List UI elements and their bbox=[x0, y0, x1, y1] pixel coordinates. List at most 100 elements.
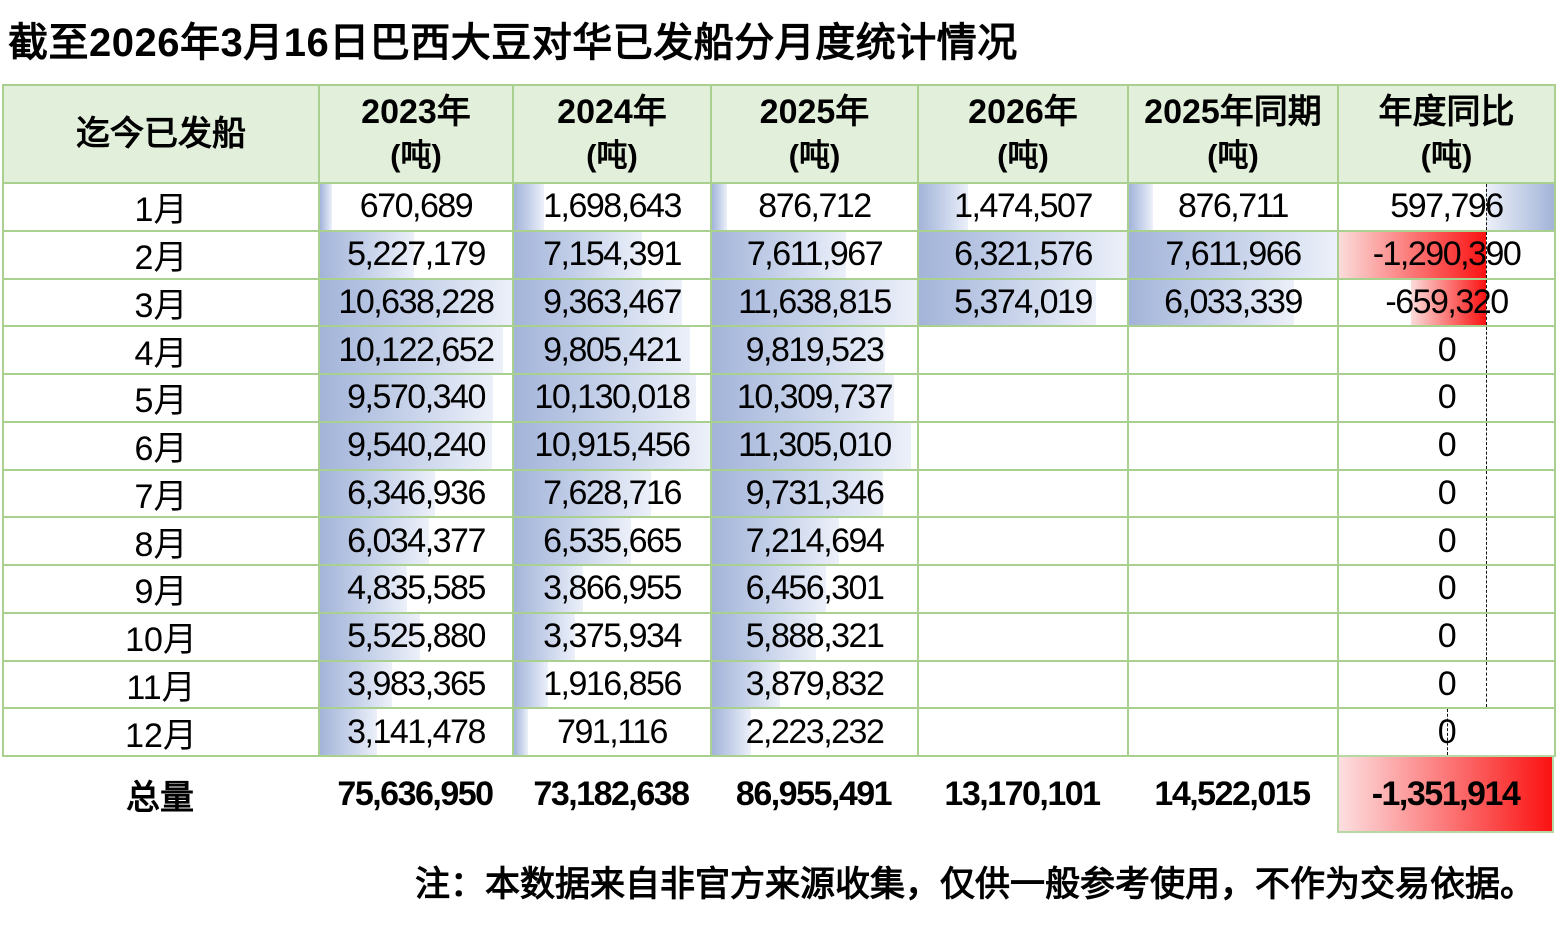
value-cell: 9,819,523 bbox=[712, 327, 919, 375]
value-cell: 6,346,936 bbox=[320, 470, 514, 519]
yoy-axis-line bbox=[1485, 518, 1487, 564]
data-bar bbox=[712, 566, 826, 612]
month-cell: 5月 bbox=[4, 375, 320, 423]
value-cell: 6,034,377 bbox=[320, 518, 514, 566]
value-cell: 670,689 bbox=[320, 184, 514, 232]
data-bar bbox=[712, 279, 917, 326]
yoy-axis-line bbox=[1485, 470, 1487, 517]
data-bar bbox=[514, 327, 691, 373]
value-cell: 1,698,643 bbox=[514, 184, 712, 232]
value-cell: 1,474,507 bbox=[919, 184, 1129, 232]
data-bar bbox=[1129, 279, 1294, 326]
value-cell: 6,456,301 bbox=[712, 566, 919, 614]
footnote: 注：本数据来自非官方来源收集，仅供一般参考使用，不作为交易依据。 bbox=[414, 865, 1535, 904]
value-cell: 6,535,665 bbox=[514, 518, 712, 566]
data-bar bbox=[712, 470, 884, 517]
month-cell: 6月 bbox=[4, 422, 320, 471]
data-bar bbox=[320, 422, 493, 469]
value-cell: 4,835,585 bbox=[320, 566, 514, 614]
yoy-cell: -1,290,390 bbox=[1339, 231, 1556, 280]
value-cell: 791,116 bbox=[514, 709, 712, 757]
value-cell: 876,711 bbox=[1129, 184, 1339, 232]
month-cell: 11月 bbox=[4, 661, 320, 710]
value-cell bbox=[919, 375, 1129, 423]
total-value-cell: 75,636,950 bbox=[337, 774, 494, 813]
data-bar bbox=[712, 231, 847, 278]
data-bar bbox=[712, 709, 752, 755]
data-bar bbox=[320, 184, 333, 230]
value-cell: 11,305,010 bbox=[712, 422, 919, 471]
value-cell: 3,866,955 bbox=[514, 566, 712, 614]
value-cell bbox=[919, 518, 1129, 566]
data-bar bbox=[514, 422, 710, 469]
month-cell: 12月 bbox=[4, 709, 320, 757]
data-bar bbox=[712, 613, 816, 660]
page-title: 截至2026年3月16日巴西大豆对华已发船分月度统计情况 bbox=[8, 21, 1018, 65]
value-cell: 5,374,019 bbox=[919, 279, 1129, 328]
value-cell: 3,983,365 bbox=[320, 661, 514, 710]
value-cell: 10,122,652 bbox=[320, 327, 514, 375]
yoy-cell: 0 bbox=[1339, 422, 1556, 471]
month-header-cell: 迄今已发船 bbox=[4, 86, 320, 184]
month-cell: 8月 bbox=[4, 518, 320, 566]
value-cell: 7,214,694 bbox=[712, 518, 919, 566]
data-bar bbox=[1129, 184, 1153, 230]
month-cell: 1月 bbox=[4, 184, 320, 232]
total-value-cell: 13,170,101 bbox=[944, 774, 1101, 813]
data-bar bbox=[514, 231, 643, 278]
value-cell: 5,525,880 bbox=[320, 613, 514, 662]
value-cell: 3,141,478 bbox=[320, 709, 514, 757]
value-cell: 3,375,934 bbox=[514, 613, 712, 662]
yoy-axis-line bbox=[1485, 613, 1487, 660]
month-cell: 7月 bbox=[4, 470, 320, 519]
yoy-axis-line bbox=[1485, 279, 1487, 326]
data-bar bbox=[514, 470, 651, 517]
data-bar bbox=[712, 422, 912, 469]
data-bar bbox=[919, 231, 1127, 278]
yoy-axis-line bbox=[1485, 375, 1487, 421]
total-value-cell: 73,182,638 bbox=[533, 774, 690, 813]
yoy-axis-line bbox=[1446, 709, 1448, 755]
data-bar bbox=[320, 566, 408, 612]
data-bar bbox=[320, 709, 377, 755]
yoy-axis-line bbox=[1485, 661, 1487, 708]
yoy-cell: 0 bbox=[1339, 375, 1556, 423]
data-bar bbox=[320, 470, 435, 517]
data-bar bbox=[514, 184, 545, 230]
value-cell: 11,638,815 bbox=[712, 279, 919, 328]
data-bar bbox=[712, 327, 885, 373]
yoy-data-bar bbox=[1339, 231, 1486, 278]
value-cell bbox=[1129, 422, 1339, 471]
table-grid: 迄今已发船 2023年 (吨) 2024年 (吨) 2025年 (吨) 2026年 (吨) 202… bbox=[4, 86, 1556, 757]
data-bar bbox=[514, 661, 549, 708]
yoy-cell: 0 bbox=[1339, 566, 1556, 614]
yoy-axis-line bbox=[1485, 327, 1487, 373]
total-value-cell: 86,955,491 bbox=[735, 774, 893, 813]
value-cell: 10,638,228 bbox=[320, 279, 514, 328]
data-bar bbox=[514, 709, 529, 755]
data-bar bbox=[1129, 231, 1337, 278]
value-cell: 5,227,179 bbox=[320, 231, 514, 280]
yoy-cell: 597,796 bbox=[1339, 184, 1556, 232]
value-cell: 876,712 bbox=[712, 184, 919, 232]
value-cell: 7,628,716 bbox=[514, 470, 712, 519]
value-cell: 10,309,737 bbox=[712, 375, 919, 423]
month-cell: 9月 bbox=[4, 566, 320, 614]
value-cell: 6,033,339 bbox=[1129, 279, 1339, 328]
data-bar bbox=[514, 518, 632, 564]
data-bar bbox=[712, 661, 781, 708]
value-cell: 9,540,240 bbox=[320, 422, 514, 471]
year-header-cell: 2023年 (吨) bbox=[320, 86, 514, 184]
value-cell bbox=[919, 327, 1129, 375]
data-bar bbox=[320, 661, 392, 708]
yoy-axis-line bbox=[1485, 184, 1487, 230]
data-bar bbox=[320, 613, 420, 660]
value-cell: 10,915,456 bbox=[514, 422, 712, 471]
yoy-axis-line bbox=[1485, 231, 1487, 278]
yoy-total-cell: -1,351,914 bbox=[1337, 755, 1554, 833]
month-cell: 3月 bbox=[4, 279, 320, 328]
value-cell: 6,321,576 bbox=[919, 231, 1129, 280]
value-cell: 7,154,391 bbox=[514, 231, 712, 280]
value-cell bbox=[919, 470, 1129, 519]
yoy-cell: 0 bbox=[1339, 613, 1556, 662]
